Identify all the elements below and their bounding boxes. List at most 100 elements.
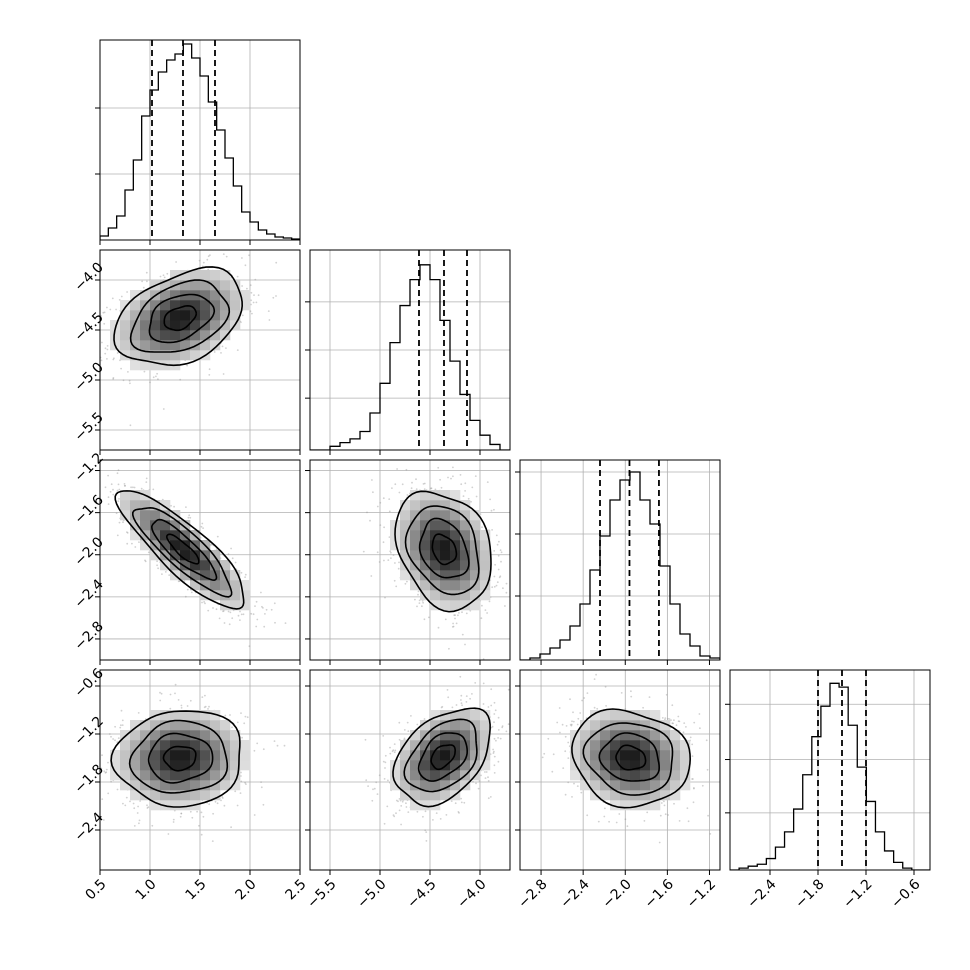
density-cell <box>420 760 431 771</box>
scatter-point <box>229 714 231 716</box>
density-cell <box>670 750 681 761</box>
density-cell <box>430 540 441 551</box>
scatter-point <box>481 604 483 607</box>
density-cell <box>480 540 491 551</box>
density-cell <box>640 710 651 721</box>
scatter-point <box>586 814 589 817</box>
scatter-point <box>461 704 463 707</box>
density-cell <box>600 720 611 731</box>
density-cell <box>140 340 151 351</box>
density-cell <box>180 330 191 341</box>
density-cell <box>440 780 451 791</box>
scatter-point <box>364 738 367 741</box>
scatter-point <box>256 618 259 621</box>
scatter-point <box>390 557 392 559</box>
scatter-point <box>115 512 118 515</box>
density-cell <box>180 540 191 551</box>
scatter-point <box>617 666 619 668</box>
density-cell <box>420 500 431 511</box>
scatter-point <box>152 376 155 379</box>
scatter-point <box>487 776 489 779</box>
density-cell <box>670 780 681 791</box>
scatter-point <box>452 622 454 625</box>
scatter-point <box>240 780 243 783</box>
scatter-point <box>237 614 240 617</box>
density-cell <box>110 320 121 331</box>
scatter-point <box>441 705 444 708</box>
scatter-point <box>486 612 488 614</box>
scatter-point <box>626 825 629 828</box>
scatter-point <box>157 378 159 381</box>
density-cell <box>200 330 211 341</box>
density-cell <box>450 740 461 751</box>
scatter-point <box>250 291 253 294</box>
scatter-point <box>133 825 136 827</box>
density-cell <box>420 720 431 731</box>
density-cell <box>440 710 451 721</box>
scatter-point <box>615 821 618 824</box>
scatter-point <box>388 536 391 538</box>
density-cell <box>620 710 631 721</box>
scatter-point <box>493 713 496 715</box>
scatter-point <box>146 280 148 283</box>
scatter-point <box>239 792 242 794</box>
scatter-point <box>253 814 256 816</box>
scatter-point <box>383 778 386 780</box>
scatter-point <box>564 793 567 796</box>
density-cell <box>650 710 661 721</box>
density-cell <box>460 710 471 721</box>
density-cell <box>170 770 181 781</box>
scatter-point <box>384 767 386 769</box>
density-cell <box>480 590 491 601</box>
density-cell <box>190 730 201 741</box>
scatter-point <box>389 746 391 749</box>
scatter-point <box>223 804 226 807</box>
scatter-point <box>425 840 428 842</box>
density-cell <box>420 750 431 761</box>
density-cell <box>190 710 201 721</box>
scatter-point <box>393 579 396 582</box>
scatter-point <box>624 818 627 821</box>
density-cell <box>460 560 471 571</box>
scatter-point <box>452 475 454 478</box>
scatter-point <box>624 708 627 711</box>
scatter-point <box>576 723 579 726</box>
density-cell <box>190 580 201 591</box>
scatter-point <box>201 601 203 604</box>
scatter-point <box>670 719 672 721</box>
scatter-point <box>179 815 182 818</box>
scatter-point <box>175 261 178 263</box>
scatter-point <box>174 692 176 695</box>
density-cell <box>410 800 421 811</box>
contour-line <box>148 293 216 344</box>
density-cell <box>180 530 191 541</box>
density-cell <box>210 790 221 801</box>
scatter-point <box>246 716 249 719</box>
histogram-panel-4 <box>725 669 931 875</box>
density-cell <box>140 540 151 551</box>
scatter-point <box>493 701 496 704</box>
scatter-point <box>410 487 413 490</box>
scatter-point <box>222 610 224 613</box>
density-cell <box>160 550 171 561</box>
scatter-point <box>386 805 389 808</box>
density-cell <box>170 270 181 281</box>
density-cell <box>630 710 641 721</box>
density-cell <box>220 740 231 751</box>
scatter-point <box>586 692 589 694</box>
density-cell <box>470 750 481 761</box>
scatter-point <box>207 609 210 612</box>
scatter-point <box>435 812 438 814</box>
scatter-point <box>212 812 215 815</box>
scatter-point <box>120 724 122 727</box>
scatter-point <box>371 799 374 802</box>
density-cell <box>440 520 451 531</box>
scatter-point <box>273 602 276 605</box>
scatter-point <box>439 818 442 820</box>
density-cell <box>440 490 451 501</box>
density-cell <box>450 780 461 791</box>
scatter-point <box>177 699 180 701</box>
scatter-point <box>448 647 450 650</box>
density-grid <box>110 710 251 811</box>
density-cell <box>480 570 491 581</box>
